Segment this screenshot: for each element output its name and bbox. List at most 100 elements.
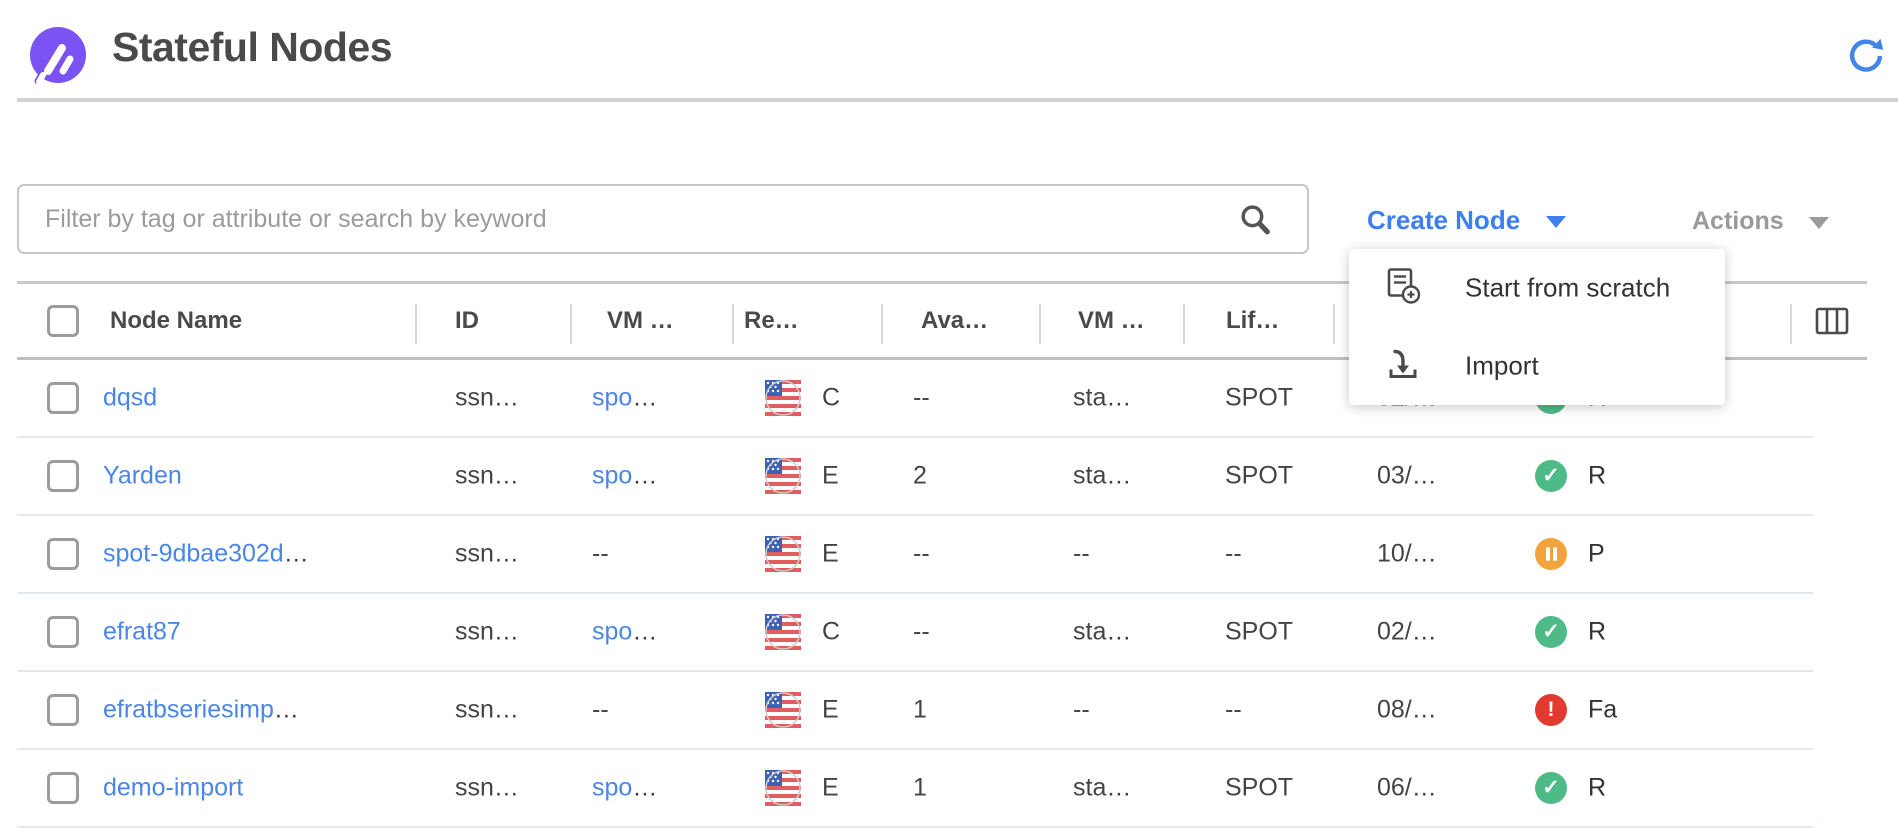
node-id-cell: ssn…	[455, 383, 521, 412]
vm-config-cell: --	[592, 695, 609, 724]
menu-item-start-from-scratch[interactable]: Start from scratch	[1349, 249, 1725, 327]
column-header-lifecycle[interactable]: Lif…	[1226, 306, 1280, 334]
menu-item-label: Import	[1465, 350, 1539, 381]
availability-cell: 2	[913, 461, 927, 490]
lifecycle-cell: --	[1225, 695, 1242, 724]
document-add-icon	[1383, 266, 1423, 311]
row-checkbox[interactable]	[47, 694, 79, 726]
availability-cell: 1	[913, 773, 927, 802]
column-header-availability[interactable]: Ava…	[921, 306, 989, 334]
status-label: Fa	[1588, 695, 1618, 724]
table-row: efratbseriesimp… ssn… -- E 1 -- -- 08/… …	[17, 672, 1813, 750]
table-row: spot-9dbae302d… ssn… -- E -- -- -- 10/… …	[17, 516, 1813, 594]
region-cell: E	[822, 773, 839, 802]
status-icon	[1535, 694, 1567, 726]
vm-status-cell: sta…	[1073, 461, 1134, 490]
vm-status-cell: --	[1073, 695, 1090, 724]
vm-config-link[interactable]: spo	[592, 383, 633, 412]
node-id-cell: ssn…	[455, 773, 521, 802]
column-header-vm-config[interactable]: VM …	[607, 306, 674, 334]
actions-button[interactable]: Actions	[1692, 201, 1829, 241]
table-row: efrat87 ssn… spo… C -- sta… SPOT 02/… R	[17, 594, 1813, 672]
status-icon	[1535, 616, 1567, 648]
column-picker-icon[interactable]	[1815, 306, 1849, 341]
vm-status-cell: sta…	[1073, 383, 1134, 412]
node-name-link[interactable]: efrat87	[103, 617, 181, 646]
create-node-menu: Start from scratch Import	[1349, 249, 1725, 405]
lifecycle-cell: SPOT	[1225, 383, 1294, 412]
import-icon	[1383, 344, 1423, 389]
row-checkbox[interactable]	[47, 772, 79, 804]
node-name-link[interactable]: efratbseriesimp	[103, 695, 274, 724]
select-all-checkbox[interactable]	[47, 304, 79, 337]
vm-status-cell: --	[1073, 539, 1090, 568]
column-header-region[interactable]: Re…	[744, 306, 799, 334]
spot-logo-icon	[27, 26, 87, 86]
region-cell: C	[822, 617, 841, 646]
created-cell: 08/…	[1377, 695, 1439, 724]
node-name-link[interactable]: dqsd	[103, 383, 158, 412]
lifecycle-cell: --	[1225, 539, 1242, 568]
status-label: R	[1588, 461, 1607, 490]
node-name-link[interactable]: spot-9dbae302d	[103, 539, 284, 568]
us-flag-icon	[765, 770, 801, 806]
us-flag-icon	[765, 614, 801, 650]
node-name-link[interactable]: demo-import	[103, 773, 244, 802]
availability-cell: 1	[913, 695, 927, 724]
availability-cell: --	[913, 617, 930, 646]
node-name-link[interactable]: Yarden	[103, 461, 182, 490]
lifecycle-cell: SPOT	[1225, 617, 1294, 646]
column-separator	[1790, 304, 1792, 344]
menu-item-label: Start from scratch	[1465, 272, 1671, 303]
table-row: demo-import ssn… spo… E 1 sta… SPOT 06/……	[17, 750, 1813, 828]
chevron-down-icon	[1808, 216, 1829, 229]
table-body: dqsd ssn… spo … C -- sta… SPOT 02/… R Yar…	[17, 360, 1867, 828]
chevron-down-icon	[1546, 215, 1567, 228]
region-cell: C	[822, 383, 841, 412]
column-separator	[415, 304, 417, 344]
column-header-node-name[interactable]: Node Name	[110, 306, 243, 334]
status-icon	[1535, 772, 1567, 804]
status-label: R	[1588, 773, 1607, 802]
region-cell: E	[822, 539, 839, 568]
us-flag-icon	[765, 692, 801, 728]
us-flag-icon	[765, 536, 801, 572]
vm-config-link[interactable]: spo	[592, 617, 633, 646]
created-cell: 06/…	[1377, 773, 1439, 802]
status-label: R	[1588, 617, 1607, 646]
region-cell: E	[822, 461, 839, 490]
vm-config-link[interactable]: spo	[592, 461, 633, 490]
vm-config-cell: --	[592, 539, 609, 568]
vm-config-link[interactable]: spo	[592, 773, 633, 802]
created-cell: 03/…	[1377, 461, 1439, 490]
node-id-cell: ssn…	[455, 617, 521, 646]
page-title: Stateful Nodes	[112, 24, 393, 70]
row-checkbox[interactable]	[47, 460, 79, 492]
refresh-icon[interactable]	[1846, 36, 1886, 76]
truncation-ellipsis: …	[273, 695, 301, 724]
availability-cell: --	[913, 539, 930, 568]
header-divider	[17, 98, 1898, 102]
column-separator	[1039, 304, 1041, 344]
menu-item-import[interactable]: Import	[1349, 327, 1725, 405]
node-id-cell: ssn…	[455, 539, 521, 568]
create-node-button[interactable]: Create Node	[1367, 200, 1567, 240]
row-checkbox[interactable]	[47, 382, 79, 414]
column-separator	[881, 304, 883, 344]
status-label: P	[1588, 539, 1605, 568]
created-cell: 02/…	[1377, 617, 1439, 646]
created-cell: 10/…	[1377, 539, 1439, 568]
availability-cell: --	[913, 383, 930, 412]
lifecycle-cell: SPOT	[1225, 461, 1294, 490]
column-header-vm-status[interactable]: VM …	[1078, 306, 1145, 334]
region-cell: E	[822, 695, 839, 724]
row-checkbox[interactable]	[47, 616, 79, 648]
column-separator	[732, 304, 734, 344]
column-separator	[1333, 304, 1335, 344]
column-header-id[interactable]: ID	[455, 306, 479, 334]
us-flag-icon	[765, 458, 801, 494]
vm-status-cell: sta…	[1073, 617, 1134, 646]
vm-status-cell: sta…	[1073, 773, 1134, 802]
row-checkbox[interactable]	[47, 538, 79, 570]
filter-input[interactable]	[17, 184, 1309, 254]
